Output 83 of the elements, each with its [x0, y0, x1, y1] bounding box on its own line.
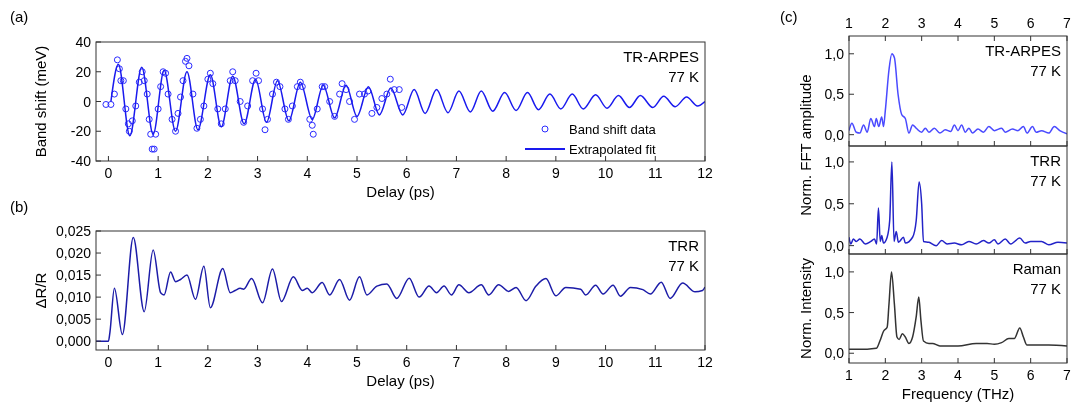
x-tick-label: 2 [203, 354, 212, 370]
x-axis-title: Frequency (THz) [901, 385, 1015, 402]
x-tick-label: 5 [353, 165, 362, 181]
x-tick-label: 5 [353, 354, 362, 370]
x-tick-label: 6 [402, 165, 411, 181]
x-tick-label: 3 [253, 165, 262, 181]
chart-title: (b) [10, 198, 29, 215]
legend-label: Extrapolated fit [569, 142, 657, 157]
x-axis-title: Delay (ps) [366, 372, 435, 389]
annotation: 77 K [1030, 62, 1061, 79]
x-tick-label: 11 [648, 165, 663, 181]
y-tick-label: 40 [75, 34, 92, 50]
y-tick-label: 0,5 [824, 86, 845, 103]
annotation: TRR [668, 237, 700, 254]
x-tick-label: 1 [154, 354, 163, 370]
x-tick-label: 1 [154, 165, 163, 181]
x-tick-label: 3 [917, 367, 926, 383]
y-axis-title: Band shift (meV) [32, 45, 49, 158]
y-tick-label: 0,0 [824, 345, 845, 362]
annotation: TR-ARPES [985, 42, 1061, 59]
x-tick-label: 10 [597, 165, 614, 181]
x-tick-label: 8 [502, 165, 511, 181]
y-tick-label: 0 [83, 93, 92, 110]
x-tick-label: 12 [697, 165, 713, 181]
x-axis-title: Delay (ps) [366, 183, 435, 200]
y-tick-label: 0,000 [55, 333, 92, 350]
y-tick-label: 0,005 [55, 311, 92, 328]
y-tick-label: 0,0 [824, 237, 845, 254]
x2-tick-label: 3 [917, 15, 926, 31]
x2-tick-label: 7 [1063, 15, 1072, 31]
y-tick-label: 0,025 [55, 223, 92, 239]
x2-tick-label: 6 [1026, 15, 1035, 31]
x-tick-label: 3 [253, 354, 262, 370]
x-tick-label: 0 [104, 354, 113, 370]
annotation: 77 K [668, 257, 699, 274]
y-axis-title: Norm. Intensity [797, 257, 814, 359]
x2-tick-label: 4 [954, 15, 963, 31]
annotation: Raman [1012, 260, 1061, 277]
y-tick-label: 0,5 [824, 195, 845, 212]
x-tick-label: 1 [845, 367, 854, 383]
x-tick-label: 0 [104, 165, 113, 181]
annotation: 77 K [1030, 172, 1061, 189]
y-tick-label: -40 [70, 153, 92, 169]
x-tick-label: 7 [452, 354, 461, 370]
y-tick-label: 0,010 [55, 289, 92, 306]
x-tick-label: 12 [697, 354, 713, 370]
x-tick-label: 7 [452, 165, 461, 181]
x-tick-label: 10 [597, 354, 614, 370]
y-tick-label: 0,015 [55, 267, 92, 284]
x-tick-label: 8 [502, 354, 511, 370]
annotation: TRR [1030, 152, 1062, 169]
x2-tick-label: 2 [881, 15, 890, 31]
annotation: TR-ARPES [623, 48, 699, 65]
annotation: 77 K [1030, 280, 1061, 297]
y-axis-title: ΔR/R [32, 272, 49, 309]
y-tick-label: -20 [70, 123, 92, 140]
x-tick-label: 9 [551, 165, 560, 181]
y-tick-label: 0,0 [824, 126, 845, 143]
y-tick-label: 1,0 [824, 153, 845, 170]
annotation: 77 K [668, 68, 699, 85]
x-tick-label: 2 [203, 165, 212, 181]
x2-tick-label: 5 [990, 15, 999, 31]
chart-title: (a) [10, 8, 29, 25]
x-tick-label: 11 [648, 354, 663, 370]
y-tick-label: 1,0 [824, 263, 845, 280]
y-tick-label: 20 [75, 63, 92, 80]
x-tick-label: 7 [1063, 367, 1072, 383]
x-tick-label: 4 [954, 367, 963, 383]
legend-label: Band shift data [569, 122, 657, 137]
x-tick-label: 5 [990, 367, 999, 383]
x-tick-label: 4 [303, 165, 312, 181]
y-axis-title: Norm. FFT amplitude [797, 74, 814, 216]
x-tick-label: 9 [551, 354, 560, 370]
y-tick-label: 0,5 [824, 304, 845, 321]
x-tick-label: 6 [1026, 367, 1035, 383]
y-tick-label: 0,020 [55, 245, 92, 262]
line-series [96, 236, 705, 342]
chart-title: (c) [780, 8, 798, 25]
x-tick-label: 4 [303, 354, 312, 370]
x-tick-label: 2 [881, 367, 890, 383]
x-tick-label: 6 [402, 354, 411, 370]
y-tick-label: 1,0 [824, 45, 845, 62]
x2-tick-label: 1 [845, 15, 854, 31]
